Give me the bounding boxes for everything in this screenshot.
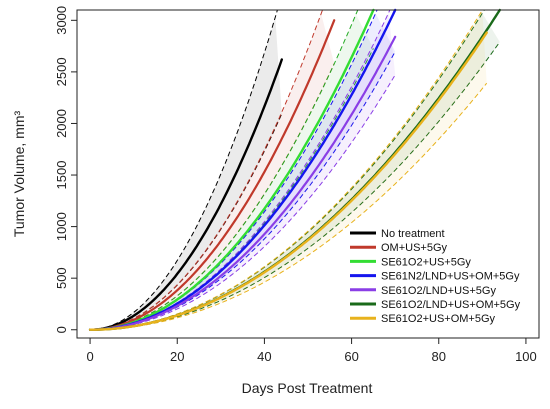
series-3-band — [90, 13, 396, 330]
y-tick-label: 1000 — [54, 212, 69, 241]
series-lines — [88, 8, 501, 331]
legend-label: SE61O2+US+5Gy — [381, 256, 471, 268]
legend-label: SE61N2/LND+US+OM+5Gy — [381, 271, 520, 283]
series-1-band — [90, 13, 335, 330]
series-6-line — [88, 31, 488, 331]
series-1-line — [89, 19, 336, 331]
series-0-line — [88, 58, 283, 331]
series-2-band — [90, 14, 374, 330]
x-tick-label: 0 — [86, 349, 93, 364]
y-tick-label: 0 — [54, 326, 69, 333]
y-tick-label: 1500 — [54, 161, 69, 190]
y-tick-label: 3000 — [54, 6, 69, 35]
legend-label: SE61O2/LND+US+OM+5Gy — [381, 299, 521, 311]
series-6-band — [90, 10, 487, 330]
y-tick-label: 500 — [54, 267, 69, 289]
series-0-upper-bound — [90, 9, 278, 331]
y-axis-title: Tumor Volume, mm³ — [11, 111, 27, 238]
y-tick-label: 2500 — [54, 57, 69, 86]
series-2-upper-bound — [90, 9, 359, 331]
series-4-line — [89, 35, 397, 331]
series-6-lower-bound — [90, 82, 488, 331]
legend: No treatment OM+US+5Gy SE61O2+US+5Gy SE61N2… — [350, 228, 521, 325]
legend-label: SE61O2+US+OM+5Gy — [381, 313, 496, 325]
x-tick-label: 60 — [344, 349, 358, 364]
series-0-band — [90, 17, 282, 330]
x-tick-label: 80 — [432, 349, 446, 364]
legend-label: OM+US+5Gy — [381, 242, 448, 254]
x-axis-title: Days Post Treatment — [242, 380, 373, 396]
x-tick-label: 40 — [257, 349, 271, 364]
series-2-line — [88, 8, 375, 331]
x-tick-label: 20 — [170, 349, 184, 364]
legend-label: No treatment — [381, 228, 445, 240]
y-axis: 0 500 1000 1500 2000 2500 3000 — [54, 6, 78, 333]
x-tick-label: 100 — [515, 349, 537, 364]
y-tick-label: 2000 — [54, 109, 69, 138]
x-axis: 0 20 40 60 80 100 — [86, 337, 537, 364]
legend-label: SE61O2/LND+US+5Gy — [381, 285, 496, 297]
